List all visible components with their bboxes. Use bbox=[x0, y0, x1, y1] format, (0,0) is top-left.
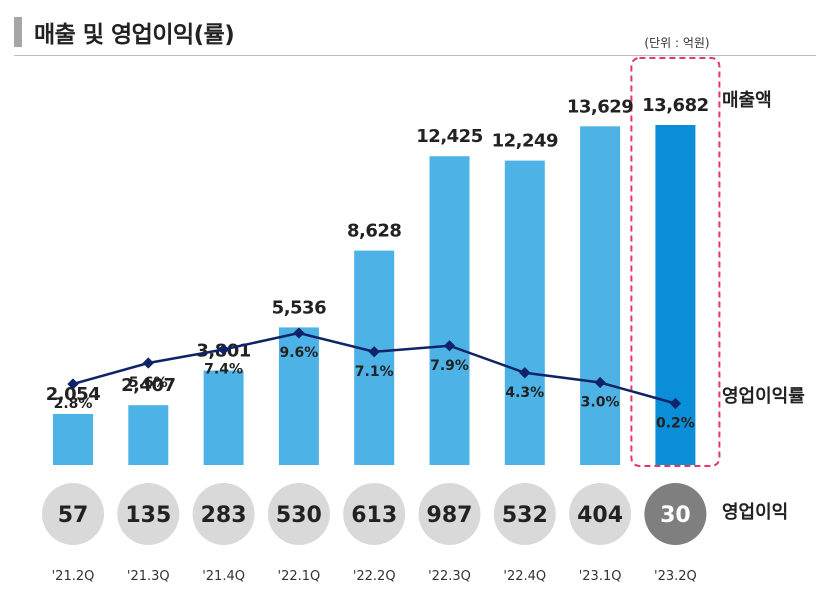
revenue-bar bbox=[655, 125, 696, 465]
op-income-value: 57 bbox=[58, 503, 89, 528]
margin-value-label: 2.8% bbox=[54, 396, 93, 412]
revenue-value-label: 13,629 bbox=[567, 96, 633, 117]
revenue-value-label: 12,249 bbox=[492, 131, 558, 152]
margin-value-label: 5.6% bbox=[129, 375, 168, 391]
revenue-value-label: 12,425 bbox=[416, 126, 482, 147]
margin-value-label: 9.6% bbox=[279, 345, 318, 361]
page-title: 매출 및 영업이익(률) bbox=[34, 22, 235, 48]
op-income-circle bbox=[267, 483, 330, 545]
revenue-bar bbox=[53, 413, 93, 465]
margin-value-label: 3.0% bbox=[581, 395, 620, 411]
category-label: '23.2Q bbox=[654, 569, 697, 584]
chart-title: 매출 및 영업이익(률) bbox=[14, 14, 235, 50]
margin-point bbox=[217, 343, 230, 356]
op-income-value: 283 bbox=[201, 503, 247, 528]
revenue-bar bbox=[580, 126, 621, 465]
category-label: '21.2Q bbox=[52, 569, 95, 584]
revenue-bar bbox=[429, 156, 470, 465]
op-income-value: 532 bbox=[502, 503, 548, 528]
op-income-value: 135 bbox=[125, 503, 171, 528]
revenue-bar bbox=[354, 250, 395, 465]
revenue-value-label: 2,407 bbox=[121, 375, 175, 396]
category-label: '22.2Q bbox=[353, 569, 396, 584]
margin-value-label: 7.4% bbox=[204, 362, 243, 378]
revenue-value-label: 5,536 bbox=[272, 297, 326, 318]
op-income-value: 987 bbox=[427, 503, 473, 528]
margin-point bbox=[519, 367, 531, 379]
op-income-value: 30 bbox=[660, 503, 691, 528]
margin-point bbox=[443, 340, 456, 352]
revenue-bar bbox=[504, 160, 545, 465]
margin-point bbox=[142, 357, 154, 369]
margin-point bbox=[594, 376, 606, 389]
op-income-value: 613 bbox=[351, 503, 397, 528]
margin-value-label: 7.9% bbox=[430, 358, 469, 374]
title-divider bbox=[14, 55, 816, 56]
margin-point bbox=[368, 346, 380, 358]
op-income-circle bbox=[42, 483, 104, 545]
legend-margin: 영업이익률 bbox=[722, 386, 805, 407]
op-income-circle bbox=[644, 483, 707, 545]
category-label: '21.4Q bbox=[202, 569, 245, 584]
margin-value-label: 0.2% bbox=[656, 416, 695, 432]
revenue-bar bbox=[128, 405, 169, 465]
legend-revenue: 매출액 bbox=[722, 90, 772, 111]
legend-op-income: 영업이익 bbox=[722, 502, 789, 523]
category-label: '22.3Q bbox=[428, 569, 471, 584]
revenue-value-label: 8,628 bbox=[347, 221, 401, 242]
op-income-circle bbox=[569, 483, 632, 545]
op-income-circle bbox=[493, 483, 556, 545]
op-income-circle bbox=[192, 483, 255, 545]
margin-value-label: 4.3% bbox=[505, 385, 544, 401]
highlight-box bbox=[630, 57, 721, 467]
op-income-circle bbox=[418, 483, 481, 545]
revenue-value-label: 2,054 bbox=[46, 384, 100, 405]
category-label: '21.3Q bbox=[127, 569, 170, 584]
title-accent-bar bbox=[14, 17, 22, 47]
revenue-value-label: 13,682 bbox=[642, 95, 708, 116]
revenue-bar bbox=[278, 327, 319, 465]
revenue-bar bbox=[203, 370, 244, 465]
category-label: '23.1Q bbox=[579, 569, 622, 584]
op-income-circle bbox=[117, 483, 180, 545]
unit-label: (단위 : 억원) bbox=[644, 36, 710, 50]
margin-point bbox=[293, 327, 305, 339]
category-label: '22.1Q bbox=[278, 569, 321, 584]
op-income-value: 404 bbox=[577, 503, 623, 528]
margin-point bbox=[669, 397, 682, 410]
op-income-value: 530 bbox=[276, 503, 322, 528]
op-income-circle bbox=[343, 483, 406, 545]
category-label: '22.4Q bbox=[503, 569, 546, 584]
margin-value-label: 7.1% bbox=[355, 364, 394, 380]
